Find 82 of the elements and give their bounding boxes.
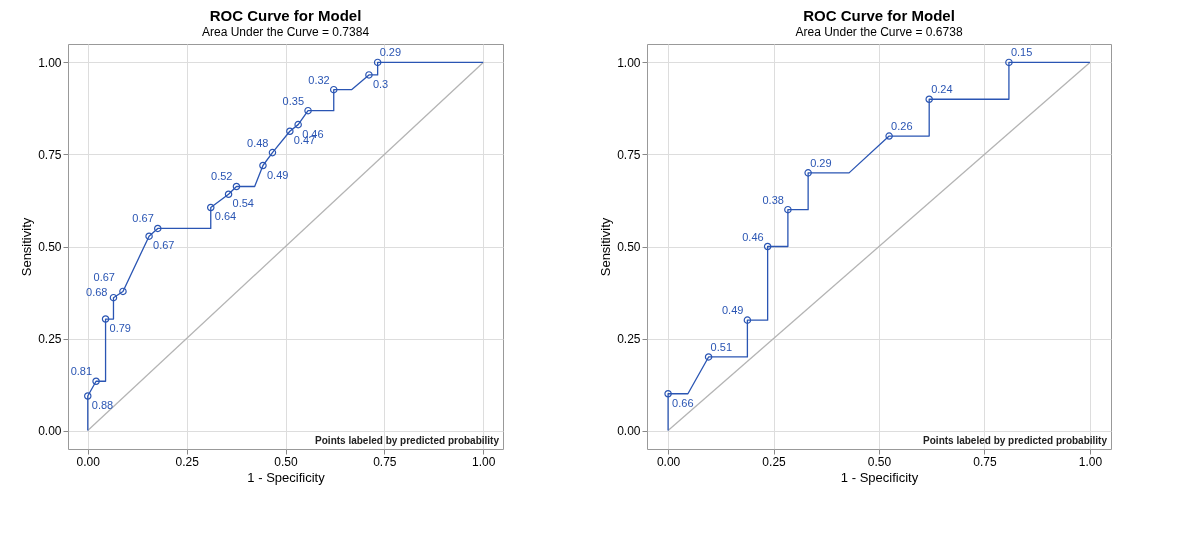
x-axis-title: 1 - Specificity <box>247 469 326 485</box>
point <box>232 182 241 191</box>
y-tick-label: 0.00 <box>38 424 62 439</box>
annotation: 0.35 <box>282 94 305 107</box>
point <box>207 203 215 212</box>
annotation: 0.54 <box>232 197 254 210</box>
annotation: 0.79 <box>109 322 131 335</box>
annotation: 0.46 <box>742 230 764 243</box>
annotation: 0.68 <box>86 285 108 298</box>
chart-subtitle: Area Under the Curve = 0.6738 <box>795 25 963 39</box>
point <box>365 71 373 79</box>
y-tick-label: 0.00 <box>617 424 641 439</box>
annotation: 0.49 <box>721 304 744 317</box>
x-axis-title: 1 - Specificity <box>840 469 919 485</box>
y-tick-label: 0.75 <box>617 147 641 162</box>
x-tick-label: 0.00 <box>656 454 681 469</box>
annotation: 0.24 <box>931 83 953 96</box>
y-axis-title: Sensitivity <box>19 217 35 277</box>
point <box>664 390 672 398</box>
point <box>294 120 302 129</box>
y-tick-label: 1.00 <box>38 55 62 70</box>
point <box>268 148 277 157</box>
annotation: 0.26 <box>891 120 913 133</box>
annotation: 0.49 <box>266 168 289 181</box>
x-tick-label: 0.50 <box>274 454 298 469</box>
y-axis-title: Sensitivity <box>598 217 614 277</box>
point <box>109 293 118 302</box>
point <box>925 95 933 103</box>
annotation: 0.52 <box>211 170 233 183</box>
annotation: 0.29 <box>810 156 832 169</box>
x-tick-label: 0.75 <box>973 454 997 469</box>
x-tick-label: 1.00 <box>472 454 496 469</box>
point <box>286 127 294 136</box>
point <box>84 392 92 400</box>
y-tick-label: 1.00 <box>617 55 641 70</box>
point <box>743 316 752 324</box>
x-tick-label: 0.00 <box>76 454 101 469</box>
point <box>92 377 100 386</box>
chart-subtitle: Area Under the Curve = 0.7384 <box>201 25 370 39</box>
annotation: 0.66 <box>672 396 694 409</box>
point <box>224 190 233 198</box>
point <box>373 58 382 67</box>
annotation: 0.15 <box>1010 46 1033 59</box>
annotation: 0.48 <box>247 136 269 149</box>
x-tick-label: 0.50 <box>867 454 892 469</box>
y-tick-label: 0.25 <box>38 332 62 347</box>
x-tick-label: 0.25 <box>175 454 200 469</box>
annotation: 0.64 <box>214 210 237 223</box>
chart-title: ROC Curve for Model <box>803 7 955 24</box>
x-tick-label: 0.75 <box>373 454 397 469</box>
y-tick-label: 0.25 <box>617 332 641 347</box>
annotation: 0.67 <box>93 271 115 284</box>
annotation: Points labeled by predicted probability <box>923 435 1108 446</box>
annotation: 0.29 <box>379 46 402 59</box>
y-tick-label: 0.75 <box>38 147 62 162</box>
point <box>259 161 267 170</box>
annotation: 0.67 <box>132 212 154 225</box>
point <box>784 205 792 214</box>
annotation: 0.88 <box>91 398 114 411</box>
annotation: Points labeled by predicted probability <box>315 435 500 446</box>
point <box>763 242 772 251</box>
point <box>1005 58 1013 67</box>
point <box>101 315 110 323</box>
point <box>329 85 338 94</box>
point <box>885 132 893 140</box>
annotation: 0.81 <box>70 365 93 378</box>
annotation: 0.32 <box>308 73 330 86</box>
y-tick-label: 0.50 <box>617 240 641 254</box>
point <box>704 353 713 361</box>
point <box>304 106 312 115</box>
annotation: 0.51 <box>710 340 733 353</box>
point <box>154 224 162 233</box>
point <box>145 232 153 240</box>
chart-title: ROC Curve for Model <box>209 7 362 24</box>
annotation: 0.67 <box>153 239 175 252</box>
point <box>804 169 812 177</box>
annotation: 0.3 <box>372 77 389 90</box>
x-tick-label: 1.00 <box>1078 454 1103 469</box>
y-tick-label: 0.50 <box>38 240 62 254</box>
x-tick-label: 0.25 <box>762 454 787 469</box>
annotation: 0.38 <box>762 193 784 206</box>
point <box>119 287 127 296</box>
